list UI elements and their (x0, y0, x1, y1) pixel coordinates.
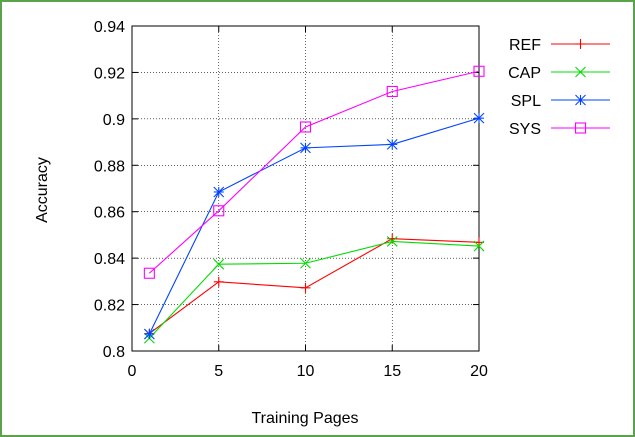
y-tick-label: 0.86 (94, 205, 125, 222)
x-axis: 0 5 10 15 20 (128, 26, 488, 380)
data-point-spl (213, 186, 225, 198)
y-axis-title: Accuracy (34, 157, 51, 223)
data-point-sys (213, 205, 225, 217)
x-tick-label: 10 (297, 363, 315, 380)
series-line-sys (148, 70, 480, 274)
data-point-cap (386, 236, 398, 247)
legend-label: REF (509, 37, 541, 54)
x-tick-label: 5 (214, 363, 223, 380)
series-ref (144, 233, 484, 339)
series-line-cap (148, 240, 480, 339)
y-tick-label: 0.88 (94, 158, 125, 175)
y-tick-label: 0.82 (94, 298, 125, 315)
data-point-cap (473, 240, 485, 252)
series-line-spl (148, 117, 480, 335)
data-point-sys (143, 267, 155, 279)
data-point-spl (143, 328, 155, 340)
y-tick-label: 0.9 (103, 112, 125, 129)
y-tick-label: 0.92 (94, 65, 125, 82)
series-spl (143, 112, 485, 340)
data-point-ref (213, 276, 224, 287)
data-point-spl (473, 112, 485, 124)
legend-marker-spl (575, 94, 586, 106)
legend-marker-sys (574, 122, 587, 134)
y-tick-label: 0.8 (103, 344, 125, 361)
legend-item-sys: SYS (509, 121, 610, 138)
y-tick-label: 0.94 (94, 19, 125, 36)
data-point-cap (300, 257, 311, 269)
series-sys (143, 65, 485, 279)
legend-marker-cap (575, 66, 586, 78)
legend-item-spl: SPL (511, 93, 610, 110)
data-point-cap (213, 258, 225, 270)
legend-label: SYS (509, 121, 541, 138)
legend-marker-ref (575, 39, 586, 49)
data-point-spl (386, 139, 398, 150)
legend-item-ref: REF (509, 37, 610, 54)
x-tick-label: 15 (383, 363, 401, 380)
legend-label: CAP (508, 65, 541, 82)
grid (132, 26, 479, 351)
data-point-sys (299, 121, 312, 133)
x-tick-label: 20 (470, 363, 488, 380)
data-point-ref (300, 282, 311, 293)
x-axis-title: Training Pages (251, 410, 358, 427)
legend-label: SPL (511, 93, 541, 110)
y-tick-label: 0.84 (94, 251, 125, 268)
x-tick-label: 0 (128, 363, 137, 380)
y-axis: 0.8 0.82 0.84 0.86 0.88 0.9 0.92 0.94 (94, 19, 479, 361)
data-point-sys (386, 85, 398, 98)
data-point-sys (473, 65, 485, 77)
series-cap (143, 236, 485, 344)
series-group (143, 65, 485, 344)
legend-item-cap: CAP (508, 65, 610, 82)
legend: REF CAP SPL SYS (508, 37, 610, 138)
data-point-spl (300, 142, 311, 154)
